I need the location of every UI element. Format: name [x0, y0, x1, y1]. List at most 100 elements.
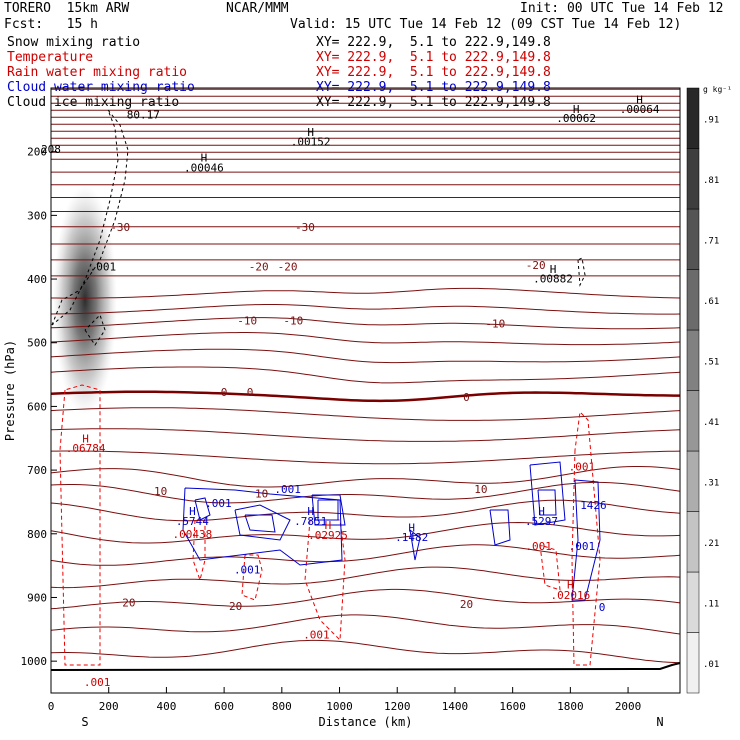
colorbar-level-label: .51: [703, 357, 719, 367]
y-tick-label: 400: [27, 273, 47, 286]
contour-annotation: .5744: [176, 515, 209, 528]
temperature-isotherm: [50, 304, 681, 315]
temperature-label: 20: [122, 597, 135, 610]
temperature-label: -30: [295, 221, 315, 234]
temperature-label: 0: [221, 386, 228, 399]
contour-annotation: H: [538, 505, 545, 518]
legend-xy-rain: XY= 222.9, 5.1 to 222.9,149.8: [316, 65, 551, 80]
colorbar-swatch: [686, 390, 700, 452]
temperature-isotherm: [50, 407, 681, 421]
contour-annotation: H: [573, 103, 580, 116]
temperature-isotherm: [50, 614, 681, 635]
rain-contour: [571, 410, 601, 666]
temperature-contours: [50, 88, 681, 664]
snow-shading-blob: [53, 185, 117, 415]
contour-annotation: 1426: [580, 499, 607, 512]
rain-contour: [539, 544, 561, 591]
contour-annotation: .00882: [533, 272, 573, 285]
temperature-label: 20: [229, 600, 242, 613]
colorbar-level-label: .41: [703, 418, 719, 428]
cloud-water-contour: [244, 514, 276, 533]
rain-contour: [59, 384, 101, 666]
temperature-isotherm: [50, 317, 681, 330]
axes: 0 200 400 600 800 1000 1200 1400 1600 1800 2000200…: [3, 146, 664, 729]
colorbar: .01 .11 .21 .31 .41 .51 .61 .71 .81 .91 g kg⁻¹: [686, 85, 732, 694]
temperature-isotherm: [50, 466, 681, 488]
colorbar-swatch: [686, 571, 700, 633]
cloud-water-contour: [409, 529, 421, 561]
contour-annotation: H: [550, 263, 557, 276]
x-tick-label: 1800: [557, 700, 584, 713]
colorbar-swatch: [686, 269, 700, 331]
colorbar-level-label: .81: [703, 176, 719, 186]
contour-labels: -30 -30 -20 -20 -20 -10 -10 -10 0 0 0 10 10 10 20 20 20 2…: [41, 93, 660, 689]
cloud-ice-contour: [577, 257, 586, 287]
temperature-isotherm: [50, 366, 681, 384]
colorbar-level-label: .91: [703, 115, 719, 125]
contour-annotation: .00046: [184, 162, 224, 175]
contour-annotation: H: [82, 432, 89, 445]
contour-annotation: 0: [599, 601, 606, 614]
contour-annotation: .001: [525, 540, 552, 553]
colorbar-swatch: [686, 632, 700, 694]
contour-annotation: .02016: [550, 589, 590, 602]
rain-contour: [192, 519, 206, 582]
y-axis-label: Pressure (hPa): [3, 340, 17, 441]
colorbar-swatch: [686, 329, 700, 391]
legend-label-snow: Snow mixing ratio: [7, 35, 141, 50]
temperature-label: -10: [485, 318, 505, 331]
temperature-isotherm: [50, 639, 681, 664]
temperature-isotherm: [50, 544, 681, 566]
temperature-isotherm: [50, 588, 681, 610]
temperature-isotherm: [50, 428, 681, 442]
contour-annotation: H: [567, 579, 574, 592]
cloud-water-contour: [194, 497, 211, 521]
legend-xy-cloud-ice: XY= 222.9, 5.1 to 222.9,149.8: [316, 95, 551, 110]
contour-annotation: .001: [234, 563, 261, 576]
cloud-water-contour: [234, 504, 291, 541]
contour-annotation: .001: [274, 483, 301, 496]
contour-annotation: .001: [303, 628, 330, 641]
plot-frame: [50, 87, 681, 694]
y-tick-label: 500: [27, 337, 47, 350]
model-title: TORERO 15km ARW: [4, 1, 130, 16]
y-tick-label: 200: [27, 146, 47, 159]
contour-annotation: .001: [569, 460, 596, 473]
temperature-label: -30: [110, 221, 130, 234]
contour-annotation: .1482: [395, 531, 428, 544]
temperature-label: -20: [278, 260, 298, 273]
colorbar-swatch: [686, 87, 700, 149]
temperature-label: 10: [255, 488, 268, 501]
cloud-water-contour: [529, 461, 566, 526]
x-tick-label: 200: [99, 700, 119, 713]
colorbar-level-label: .71: [703, 236, 719, 246]
y-tick-label: 300: [27, 209, 47, 222]
colorbar-swatch: [686, 148, 700, 210]
contour-annotation: H: [307, 505, 314, 518]
colorbar-level-label: .01: [703, 660, 719, 670]
temperature-label: -20: [249, 260, 269, 273]
colorbar-unit: g kg⁻¹: [703, 85, 732, 94]
legend-label-temperature: Temperature: [7, 50, 94, 65]
temperature-label: 20: [460, 598, 473, 611]
contour-annotation: 80.17: [127, 109, 160, 122]
temperature-isotherm: [51, 450, 681, 465]
x-tick-label: 1600: [499, 700, 526, 713]
contour-annotation: .00062: [556, 112, 596, 125]
colorbar-swatch: [686, 450, 700, 512]
colorbar-swatch: [686, 511, 700, 573]
cloud-water-contours: [182, 461, 601, 601]
temperature-label: 10: [154, 485, 167, 498]
x-end-label-right: N: [656, 715, 663, 729]
colorbar-level-label: .11: [703, 599, 719, 609]
contour-annotation: H: [201, 151, 208, 164]
contour-annotation: H: [325, 519, 332, 532]
x-tick-label: 2000: [615, 700, 642, 713]
cloud-water-contour: [489, 509, 511, 546]
temperature-label: 0: [463, 391, 470, 404]
y-tick-label: 700: [27, 464, 47, 477]
cloud-water-contour: [317, 499, 339, 521]
x-tick-label: 0: [48, 700, 55, 713]
y-tick-label: 800: [27, 528, 47, 541]
x-tick-label: 1400: [442, 700, 469, 713]
